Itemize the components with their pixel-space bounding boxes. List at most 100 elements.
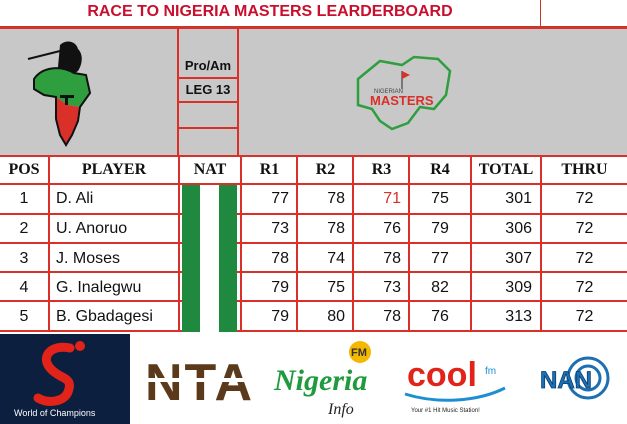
grid-hline (0, 271, 627, 273)
logo-main-text: MASTERS (370, 93, 434, 108)
grid-vline (352, 157, 354, 332)
flag-stripe-white (200, 185, 219, 332)
grid-vline (470, 157, 472, 332)
row-thru: 72 (575, 308, 594, 325)
col-nat: NAT (193, 161, 227, 178)
cool-fm-bg (397, 334, 515, 424)
row-r4: 76 (431, 308, 449, 325)
row-total: 306 (505, 220, 532, 237)
grid-hline (0, 242, 627, 244)
row-player: U. Anoruo (56, 220, 128, 237)
col-pos: POS (8, 161, 40, 178)
nan-label: NAN (540, 367, 592, 394)
fm-badge (349, 341, 371, 363)
col-r2: R2 (315, 161, 336, 178)
title-bar: RACE TO NIGERIA MASTERS LEARDERBOARD (0, 0, 627, 27)
title-end-cell (540, 0, 627, 27)
row-pos: 5 (19, 308, 29, 325)
row-pos: 2 (19, 220, 29, 237)
nta-label: NTA (145, 354, 254, 412)
row-r2: 78 (327, 220, 345, 237)
africa-outline (33, 67, 92, 147)
grid-hline (0, 213, 627, 215)
row-total: 309 (505, 279, 532, 296)
nigeria-info-logo: FM Nigeria Info (268, 334, 394, 424)
cool-fm-logo: cool fm Your #1 Hit Music Station! (397, 334, 515, 424)
logo-top-text: NIGERIAN (374, 89, 403, 95)
row-r4: 75 (431, 190, 449, 207)
row-total: 307 (505, 250, 532, 267)
event-empty-row (179, 103, 237, 129)
row-r1: 77 (271, 190, 289, 207)
leaderboard: RACE TO NIGERIA MASTERS LEARDERBOARD Pro… (0, 0, 627, 332)
page-title: RACE TO NIGERIA MASTERS LEARDERBOARD (87, 3, 453, 20)
nigeria-word: Nigeria (273, 364, 367, 397)
row-r4: 79 (431, 220, 449, 237)
golfer-silhouette (58, 41, 82, 87)
row-pos: 4 (19, 279, 29, 296)
row-r1: 79 (271, 279, 289, 296)
nta-logo: NTA (133, 334, 265, 424)
africa-red (56, 97, 80, 145)
row-r2: 75 (327, 279, 345, 296)
row-player: B. Gbadagesi (56, 308, 153, 325)
row-thru: 72 (575, 220, 594, 237)
row-r3: 78 (383, 250, 401, 267)
row-r2: 74 (327, 250, 345, 267)
row-r4: 82 (431, 279, 449, 296)
row-thru: 72 (575, 279, 594, 296)
supersport-tagline: World of Champions (14, 408, 96, 418)
row-total: 301 (505, 190, 532, 207)
row-r3: 71 (383, 190, 401, 207)
cool-tagline: Your #1 Hit Music Station! (411, 408, 480, 414)
row-player: G. Inalegwu (56, 279, 142, 296)
event-leg: LEG 13 (179, 79, 237, 103)
row-pos: 1 (19, 190, 29, 207)
row-r3: 76 (383, 220, 401, 237)
cool-word: cool (407, 356, 477, 394)
event-type: Pro/Am (179, 55, 237, 79)
col-r1: R1 (259, 161, 280, 178)
cool-swoosh (404, 386, 506, 402)
supersport-logo: World of Champions (0, 334, 130, 424)
row-r2: 78 (327, 190, 345, 207)
col-r3: R3 (371, 161, 392, 178)
grid-vline (48, 157, 50, 332)
flag-stripe-green (182, 185, 200, 332)
supersport-s-mark (33, 342, 75, 406)
col-thru: THRU (561, 161, 608, 178)
row-total: 313 (505, 308, 532, 325)
nan-signal-arc (566, 356, 610, 400)
table-header: POS PLAYER NAT R1 R2 R3 R4 TOTAL THRU (0, 157, 627, 185)
tee-stem (65, 97, 68, 105)
africa-golfer-logo (27, 41, 92, 147)
row-thru: 72 (575, 250, 594, 267)
header-banner: Pro/Am LEG 13 NIGERIAN MASTERS (0, 27, 627, 157)
grid-vline (178, 157, 180, 332)
supersport-dot (75, 341, 85, 351)
golf-club (27, 50, 61, 60)
info-word: Info (327, 401, 354, 418)
nigerian-masters-logo: NIGERIAN MASTERS (356, 55, 452, 131)
row-r3: 78 (383, 308, 401, 325)
grid-vline (408, 157, 410, 332)
sponsor-strip: World of Champions NTA FM Nigeria Info c… (0, 332, 627, 424)
event-info-column: Pro/Am LEG 13 (177, 29, 239, 155)
row-r4: 77 (431, 250, 449, 267)
nigeria-info-bg (268, 334, 394, 424)
row-r1: 78 (271, 250, 289, 267)
grid-vline (240, 157, 242, 332)
row-player: D. Ali (56, 190, 94, 207)
grid-vline (540, 157, 542, 332)
row-r2: 80 (327, 308, 345, 325)
nan-logo: NAN (518, 334, 627, 424)
col-total: TOTAL (478, 161, 534, 178)
africa-green (34, 68, 90, 107)
grid-vline (296, 157, 298, 332)
nigeria-flag (182, 185, 237, 332)
row-r1: 79 (271, 308, 289, 325)
flag (402, 71, 410, 79)
nan-signal-arc (574, 364, 602, 392)
row-thru: 72 (575, 190, 594, 207)
grid-hline (0, 330, 627, 332)
